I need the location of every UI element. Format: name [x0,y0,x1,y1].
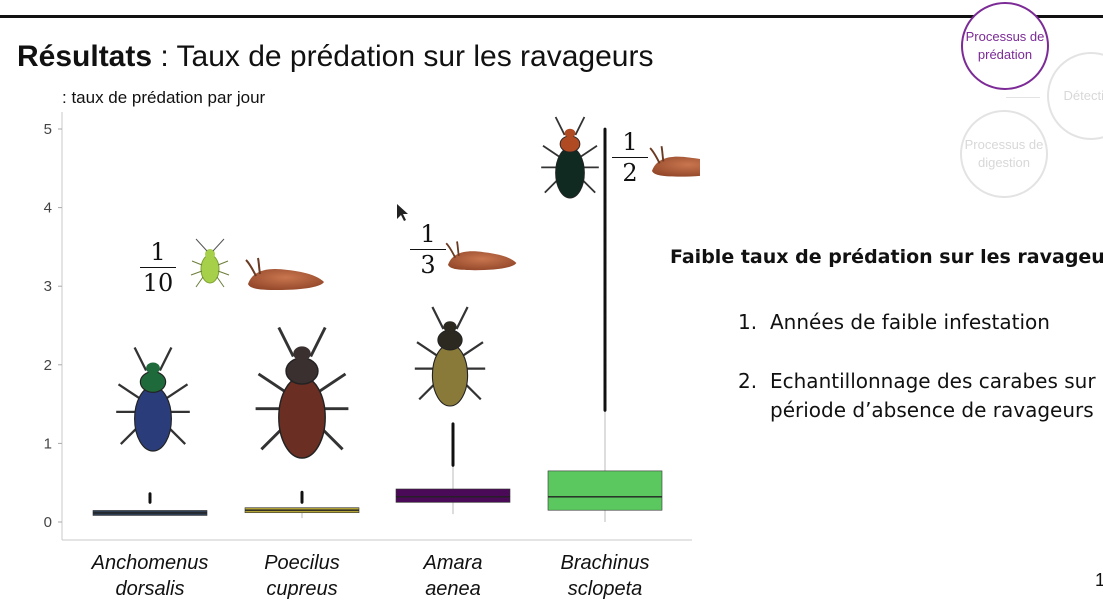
y-ticks: 0 1 2 3 4 5 [44,121,62,531]
chart-axes [61,112,692,541]
x-category-label: Amara aenea [423,552,483,600]
aphid-icon [190,238,230,288]
y-tick-label: 0 [44,514,52,531]
y-tick-label: 5 [44,121,52,138]
outlier-point [148,492,152,496]
ground-beetle-icon [541,116,599,199]
ground-beetle-icon [255,326,349,459]
slug-icon [649,145,700,178]
boxes [92,127,663,522]
ground-beetle-icon [414,306,486,407]
y-tick-label: 1 [44,435,52,452]
outlier-point [451,422,455,426]
reason-item-1: 1. Années de faible infestation [738,310,1050,334]
slug-icon [245,257,325,291]
page-number: 1 [1094,570,1103,590]
outlier-point [300,490,304,494]
y-tick-label: 4 [44,200,52,217]
slide-title: Résultats : Taux de prédation sur les ra… [17,40,654,73]
x-category-label: Anchomenus dorsalis [91,552,209,600]
y-tick-label: 2 [44,357,52,374]
reason-item-2: 2. Echantillonnage des carabes sur périod… [738,369,1096,422]
process-node-predation[interactable]: Processus de prédation [961,2,1049,90]
box [395,488,511,503]
process-connector [1006,97,1040,98]
slug-icon [445,240,518,272]
outlier-point [603,127,607,131]
summary-title: Faible taux de prédation sur les ravageu… [670,246,1103,268]
top-rule [0,15,1103,18]
box [547,470,663,511]
species-pictures [116,116,700,459]
process-node-detection[interactable]: Détection [1047,52,1103,140]
process-node-digestion[interactable]: Processus de digestion [960,110,1048,198]
y-tick-label: 3 [44,278,52,295]
mouse-cursor-icon [397,204,408,221]
y-axis-label: : taux de prédation par jour [62,88,266,107]
x-category-label: Poecilus cupreus [264,552,340,600]
annotation-fraction-1: 1 10 [138,238,178,297]
x-category-label: Brachinus sclopeta [560,552,650,600]
ground-beetle-icon [116,346,190,452]
